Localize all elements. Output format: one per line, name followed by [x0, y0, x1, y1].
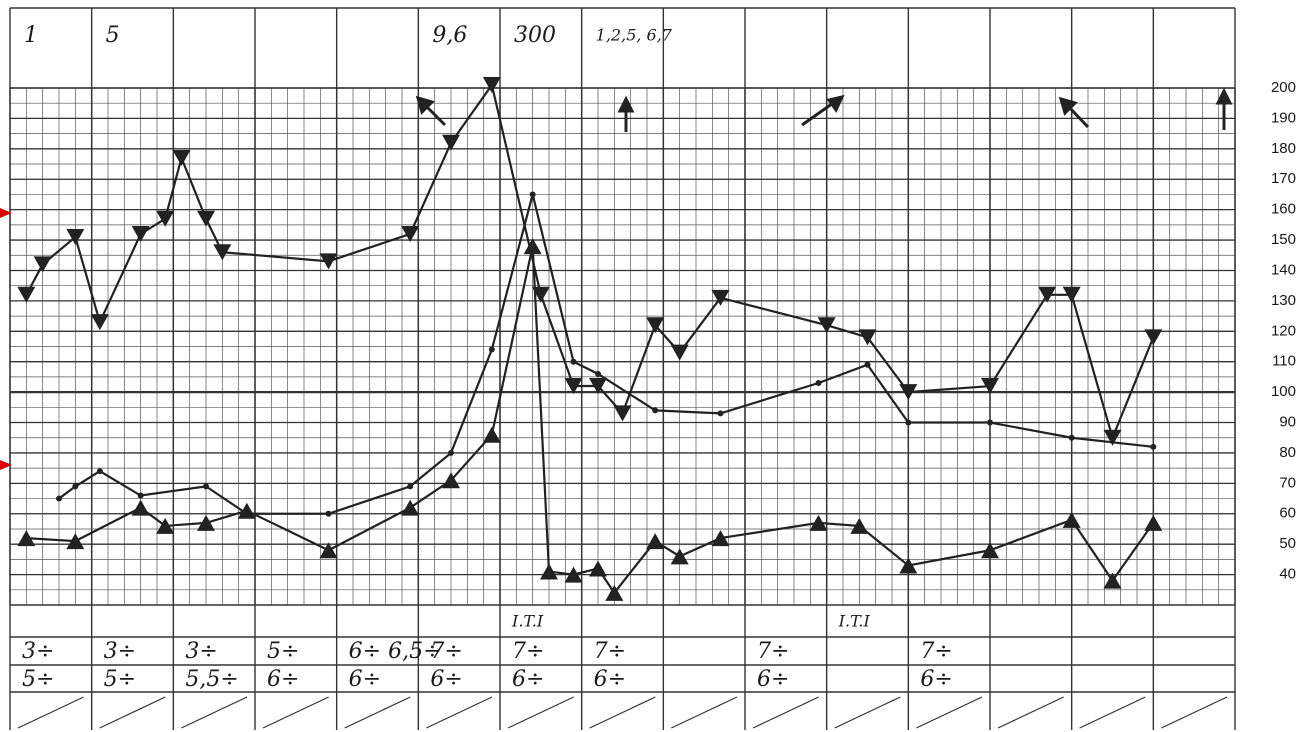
header-note: 5: [106, 23, 120, 48]
y-tick-label: 70: [1279, 474, 1296, 491]
table-cell: 6÷: [267, 667, 299, 692]
y-tick-label: 90: [1279, 413, 1296, 430]
marker: [56, 496, 62, 502]
table-cell: 6÷: [430, 667, 462, 692]
marker: [138, 493, 144, 499]
y-tick-label: 40: [1279, 566, 1296, 583]
marker: [244, 511, 250, 517]
table-cell: 7÷: [757, 639, 789, 664]
table-cell: 7÷: [512, 639, 544, 664]
marker: [652, 407, 658, 413]
marker: [530, 191, 536, 197]
marker: [407, 483, 413, 489]
table-cell: 3÷: [104, 639, 136, 664]
marker: [489, 347, 495, 353]
marker: [905, 420, 911, 426]
table-cell: I.T.I: [511, 612, 544, 631]
y-tick-label: 80: [1279, 444, 1296, 461]
header-note: 9,6: [432, 23, 467, 48]
table-cell: 6÷: [920, 667, 952, 692]
header-note: 300: [514, 23, 556, 48]
y-tick-label: 130: [1271, 292, 1296, 309]
marker: [326, 511, 332, 517]
y-tick-label: 120: [1271, 322, 1296, 339]
marker: [987, 420, 993, 426]
marker: [448, 450, 454, 456]
marker: [595, 371, 601, 377]
y-tick-label: 60: [1279, 505, 1296, 522]
table-cell: 6÷: [512, 667, 544, 692]
table-cell: 7÷: [430, 639, 462, 664]
table-cell: 3÷: [22, 639, 54, 664]
marker: [816, 380, 822, 386]
y-tick-label: 200: [1271, 79, 1296, 96]
y-tick-label: 190: [1271, 109, 1296, 126]
y-tick-label: 50: [1279, 535, 1296, 552]
table-cell: 3÷: [185, 639, 217, 664]
marker: [1069, 435, 1075, 441]
table-cell: 6÷ 6,5÷: [349, 639, 442, 664]
table-cell: I.T.I: [838, 612, 871, 631]
marker: [1150, 444, 1156, 450]
table-cell: 5÷: [104, 667, 136, 692]
header-note: 1,2,5, 6,7: [596, 26, 673, 45]
y-tick-label: 110: [1272, 353, 1296, 370]
marker: [203, 483, 209, 489]
background: [0, 0, 1304, 732]
y-tick-label: 180: [1271, 140, 1296, 157]
anesthesia-chart: 40 50 60 70 80 90 100 110 120 130 140 150 160 170 180 1…: [0, 0, 1304, 732]
table-cell: 5÷: [22, 667, 54, 692]
marker: [571, 359, 577, 365]
marker: [72, 483, 78, 489]
table-cell: 6÷: [594, 667, 626, 692]
table-cell: 6÷: [349, 667, 381, 692]
table-cell: 6÷: [757, 667, 789, 692]
marker: [718, 410, 724, 416]
y-tick-label: 170: [1271, 170, 1296, 187]
table-cell: 7÷: [594, 639, 626, 664]
table-cell: 7÷: [920, 639, 952, 664]
marker: [865, 362, 871, 368]
y-tick-label: 160: [1271, 201, 1296, 218]
y-tick-label: 150: [1271, 231, 1296, 248]
header-note: 1: [24, 23, 38, 48]
table-cell: 5,5÷: [185, 667, 238, 692]
y-tick-label: 100: [1271, 383, 1296, 400]
y-tick-label: 140: [1271, 261, 1296, 278]
marker: [97, 468, 103, 474]
table-cell: 5÷: [267, 639, 299, 664]
